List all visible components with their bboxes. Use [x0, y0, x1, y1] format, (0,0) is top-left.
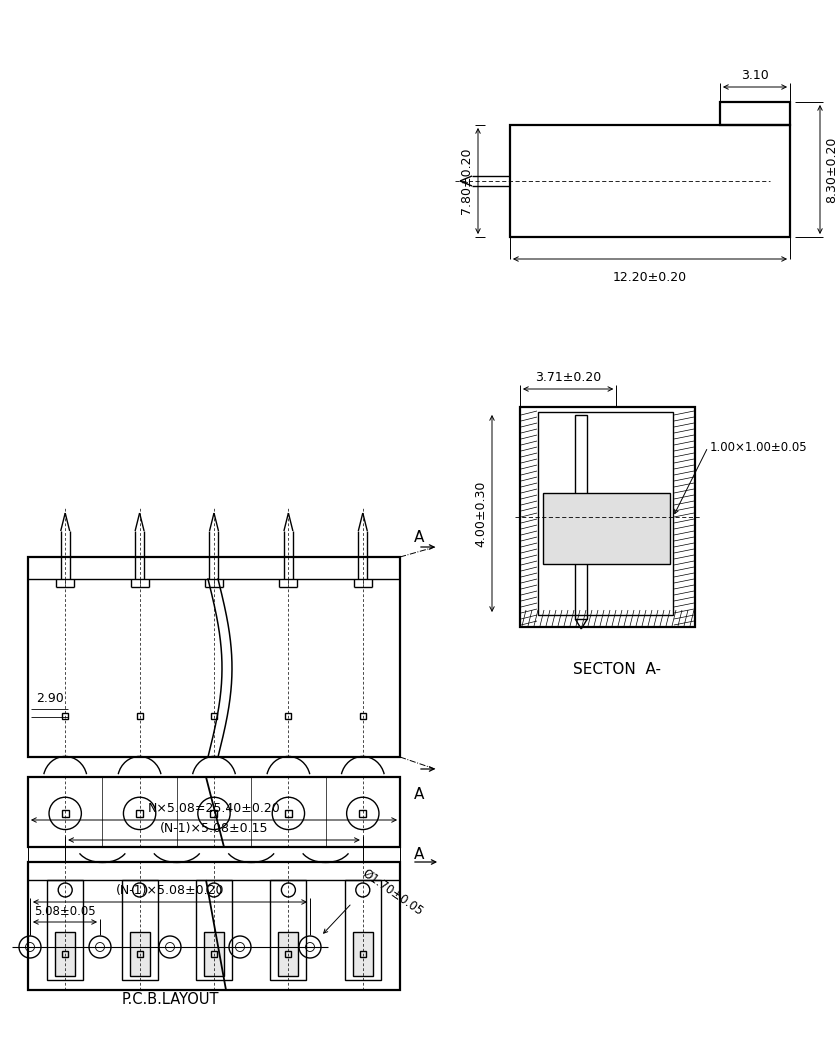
Bar	[62, 713, 68, 719]
Bar	[270, 879, 306, 980]
Bar	[47, 879, 83, 980]
Text: P.C.B.LAYOUT: P.C.B.LAYOUT	[121, 992, 218, 1007]
Bar	[121, 879, 157, 980]
Bar	[285, 713, 291, 719]
Bar	[359, 951, 365, 957]
Bar	[284, 810, 292, 817]
Text: 1.00×1.00±0.05: 1.00×1.00±0.05	[709, 441, 807, 453]
Bar	[55, 932, 75, 976]
Bar	[210, 810, 217, 817]
Bar	[278, 932, 298, 976]
Bar	[344, 879, 380, 980]
Text: 7.80±0.20: 7.80±0.20	[460, 148, 472, 215]
Bar	[136, 713, 142, 719]
Text: SECTON  A-: SECTON A-	[573, 662, 660, 677]
Bar	[574, 415, 587, 619]
Bar	[28, 862, 400, 990]
Bar	[62, 951, 68, 957]
Bar	[538, 413, 672, 615]
Bar	[28, 777, 400, 847]
Text: 12.20±0.20: 12.20±0.20	[612, 271, 686, 284]
Bar	[719, 102, 789, 125]
Bar	[359, 713, 365, 719]
Text: (N-1)×5.08±0.20: (N-1)×5.08±0.20	[115, 884, 224, 897]
Bar	[204, 932, 224, 976]
Bar	[136, 810, 143, 817]
Bar	[196, 879, 232, 980]
Text: A: A	[414, 847, 424, 862]
Text: Ø1.70±0.05: Ø1.70±0.05	[359, 866, 426, 918]
Text: 5.08±0.05: 5.08±0.05	[34, 905, 95, 918]
Bar	[136, 951, 142, 957]
Bar	[211, 713, 217, 719]
Bar	[509, 125, 789, 237]
Bar	[353, 932, 372, 976]
Bar	[285, 951, 291, 957]
Text: 3.71±0.20: 3.71±0.20	[534, 371, 600, 384]
Text: (N-1)×5.08±0.15: (N-1)×5.08±0.15	[160, 822, 268, 836]
Bar	[130, 932, 150, 976]
Text: 3.10: 3.10	[740, 69, 768, 82]
Bar	[359, 810, 366, 817]
Text: A: A	[414, 530, 424, 545]
Bar	[543, 493, 669, 564]
Text: A: A	[414, 787, 424, 802]
Bar	[211, 951, 217, 957]
Text: N×5.08=25.40±0.20: N×5.08=25.40±0.20	[147, 802, 280, 815]
Text: 8.30±0.20: 8.30±0.20	[824, 136, 836, 203]
Bar	[28, 557, 400, 757]
Bar	[519, 407, 694, 627]
Text: 4.00±0.30: 4.00±0.30	[473, 481, 487, 547]
Text: 2.90: 2.90	[36, 692, 64, 705]
Bar	[62, 810, 69, 817]
